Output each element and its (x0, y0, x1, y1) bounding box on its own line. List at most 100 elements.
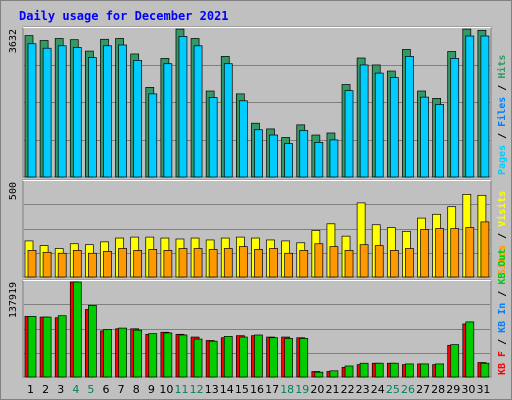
x-tick-label: 25 (386, 383, 400, 396)
chart-title: Daily usage for December 2021 (19, 9, 229, 23)
bar-sites (344, 250, 354, 278)
bar-sites (284, 252, 293, 278)
bar-files (163, 63, 173, 178)
bar-kb-in (435, 363, 444, 378)
bar-sites (163, 250, 173, 278)
x-tick-label: 7 (118, 383, 125, 396)
x-tick-label: 26 (401, 383, 415, 396)
bar-files (329, 139, 339, 178)
bar-sites (208, 249, 218, 278)
bar-kb-in (389, 362, 399, 378)
bar-kb-in (374, 362, 384, 378)
x-tick-label: 5 (87, 383, 94, 396)
bar-sites (42, 251, 52, 278)
legend-item: Visits (496, 191, 508, 227)
legend-item: Sites (496, 245, 508, 275)
bar-files (420, 96, 429, 178)
bar-files (223, 63, 233, 178)
x-tick-label: 9 (148, 383, 155, 396)
x-tick-label: 11 (175, 383, 189, 396)
bar-sites (329, 246, 339, 278)
bar-kb-in (314, 371, 324, 378)
legend-separator: / (497, 285, 508, 303)
bar-sites (420, 229, 429, 278)
x-tick-label: 27 (416, 383, 430, 396)
bar-files (178, 36, 188, 178)
legend-item: Pages (497, 145, 508, 175)
bar-sites (269, 248, 278, 278)
bar-kb-in (118, 327, 127, 378)
x-tick-label: 14 (220, 383, 234, 396)
x-tick-label: 15 (235, 383, 249, 396)
legend-item: KB F (497, 351, 508, 375)
bar-files (359, 64, 369, 178)
bar-files (284, 143, 293, 178)
x-tick-label: 30 (461, 383, 475, 396)
bar-sites (148, 249, 158, 278)
bar-kb-in (103, 329, 112, 378)
legend: KB F / KB In / KB Out (497, 249, 508, 375)
x-tick-label: 20 (310, 383, 324, 396)
bar-kb-in (42, 316, 52, 378)
legend-separator: / (497, 227, 508, 245)
bar-kb-in (193, 338, 203, 378)
bar-kb-in (405, 363, 414, 378)
bar-kb-in (359, 362, 369, 378)
bar-files (254, 129, 263, 178)
panel-hits-files-pages: 3632 Pages / Files / Hits (8, 26, 508, 178)
bar-kb-in (27, 316, 37, 378)
bar-sites (359, 244, 369, 278)
x-tick-label: 10 (159, 383, 173, 396)
bar-sites (27, 250, 37, 278)
bar-kb-in (254, 334, 263, 378)
bar-kb-in (148, 333, 158, 378)
bar-files (118, 44, 127, 178)
x-tick-label: 1 (27, 383, 34, 396)
bar-kb-in (57, 315, 67, 378)
x-tick-label: 6 (103, 383, 110, 396)
bar-files (72, 47, 82, 178)
bar-kb-in (465, 321, 475, 378)
x-tick-label: 28 (431, 383, 445, 396)
bar-files (27, 43, 37, 178)
bar-files (314, 142, 324, 178)
bar-kb-in (133, 329, 143, 378)
panel-kbytes: 137919 KB F / KB In / KB Out (8, 249, 508, 378)
bar-kb-in (223, 336, 233, 378)
legend: Sites / Visits (496, 191, 508, 275)
bar-kb-in (329, 370, 339, 378)
legend-separator: / (497, 333, 508, 351)
bar-kb-in (450, 344, 460, 378)
bar-files (103, 45, 112, 178)
bar-sites (314, 243, 324, 278)
bar-sites (57, 252, 67, 278)
x-tick-label: 18 (280, 383, 294, 396)
bar-sites (299, 250, 309, 278)
x-tick-label: 22 (341, 383, 355, 396)
bar-files (389, 77, 399, 178)
bar-sites (254, 249, 263, 278)
bar-sites (178, 248, 188, 278)
bar-kb-in (178, 334, 188, 378)
bar-kb-in (163, 332, 173, 378)
bar-kb-in (344, 365, 354, 378)
legend-separator: / (497, 79, 508, 97)
legend-item: KB Out (497, 249, 508, 285)
x-tick-label: 16 (250, 383, 264, 396)
legend-item: Hits (496, 55, 508, 79)
x-tick-label: 3 (57, 383, 64, 396)
bar-kb-in (208, 340, 218, 378)
bar-files (42, 47, 52, 178)
bar-files (465, 35, 475, 178)
bar-files (435, 104, 444, 178)
bar-kb-in (480, 362, 490, 378)
legend: Pages / Files / Hits (496, 55, 508, 175)
x-tick-label: 13 (205, 383, 219, 396)
x-tick-label: 19 (295, 383, 309, 396)
bar-sites (389, 250, 399, 278)
bar-sites (450, 228, 460, 278)
bar-files (374, 72, 384, 178)
bar-sites (103, 251, 112, 278)
x-tick-label: 12 (190, 383, 204, 396)
